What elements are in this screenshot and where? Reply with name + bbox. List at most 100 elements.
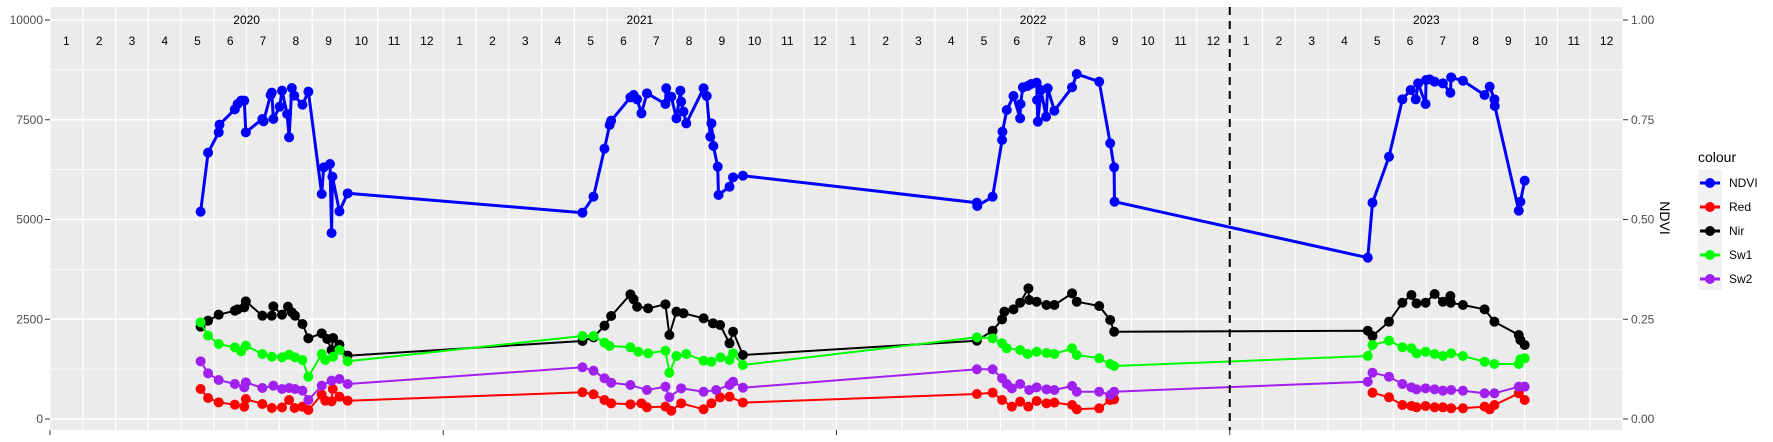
data-point-red	[987, 387, 998, 398]
right-tick-label: 0.00	[1631, 412, 1655, 426]
month-label: 6	[227, 34, 234, 48]
month-label: 5	[194, 34, 201, 48]
data-point-ndvi	[671, 113, 682, 124]
data-point-sw2	[728, 376, 739, 387]
data-point-nir	[277, 309, 288, 320]
data-point-red	[229, 399, 240, 410]
legend: colour NDVI Red Nir Sw1 Sw2	[1698, 149, 1758, 290]
month-label: 12	[420, 34, 434, 48]
left-tick-label: 10000	[10, 13, 44, 27]
data-point-sw1	[1367, 339, 1378, 350]
data-point-sw1	[213, 338, 224, 349]
data-point-nir	[999, 306, 1010, 317]
data-point-ndvi	[1489, 100, 1500, 111]
data-point-ndvi	[1001, 105, 1012, 116]
data-point-ndvi	[1367, 197, 1378, 208]
data-point-red	[1023, 401, 1034, 412]
month-label: 1	[1243, 34, 1250, 48]
data-point-ndvi	[972, 201, 983, 212]
data-point-nir	[1049, 300, 1060, 311]
data-point-ndvi	[641, 88, 652, 99]
data-point-sw2	[641, 384, 652, 395]
data-point-nir	[1406, 289, 1417, 300]
month-label: 8	[292, 34, 299, 48]
month-label: 11	[1174, 34, 1187, 48]
data-point-nir	[728, 326, 739, 337]
data-point-nir	[1429, 288, 1440, 299]
month-label: 11	[1568, 34, 1581, 48]
data-point-ndvi	[997, 135, 1008, 146]
data-point-ndvi	[342, 188, 353, 199]
right-tick-label: 0.75	[1631, 113, 1655, 127]
data-point-ndvi	[698, 83, 709, 94]
data-point-red	[239, 401, 250, 412]
data-point-ndvi	[737, 170, 748, 181]
data-point-red	[997, 395, 1008, 406]
data-point-red	[1429, 402, 1440, 413]
data-point-ndvi	[1445, 87, 1456, 98]
data-point-nir	[1109, 326, 1120, 337]
data-point-sw1	[297, 354, 308, 365]
data-point-sw1	[1457, 350, 1468, 361]
legend-key-point-nir	[1705, 226, 1715, 236]
data-point-red	[706, 398, 717, 409]
data-point-nir	[1489, 316, 1500, 327]
data-point-nir	[997, 314, 1008, 325]
data-point-sw2	[195, 356, 206, 367]
legend-key-point-ndvi	[1705, 178, 1715, 188]
data-point-ndvi	[1410, 94, 1421, 105]
right-y-axis: 0.00 0.25 0.50 0.75 1.00	[1623, 13, 1655, 426]
data-point-red	[334, 391, 345, 402]
data-point-sw2	[1489, 388, 1500, 399]
data-point-ndvi	[1049, 105, 1060, 116]
data-point-red	[266, 402, 277, 413]
data-point-red	[213, 397, 224, 408]
data-point-sw1	[681, 349, 692, 360]
data-point-red	[676, 398, 687, 409]
month-label: 2	[489, 34, 496, 48]
data-point-sw1	[1362, 350, 1373, 361]
data-point-nir	[1041, 300, 1052, 311]
data-point-sw1	[698, 355, 709, 366]
data-point-sw1	[203, 330, 214, 341]
year-label: 2022	[1020, 13, 1047, 27]
month-label: 12	[1207, 34, 1221, 48]
data-point-nir	[715, 319, 726, 330]
data-point-sw1	[664, 367, 675, 378]
data-point-sw2	[711, 384, 722, 395]
data-point-red	[1437, 402, 1448, 413]
month-label: 12	[1600, 34, 1614, 48]
month-label: 1	[63, 34, 70, 48]
month-label: 8	[1472, 34, 1479, 48]
data-point-sw1	[1429, 349, 1440, 360]
data-point-sw1	[1031, 346, 1042, 357]
data-point-ndvi	[268, 113, 279, 124]
data-point-nir	[289, 310, 300, 321]
data-point-sw2	[303, 395, 314, 406]
data-point-nir	[240, 296, 251, 307]
left-tick-label: 0	[36, 412, 43, 426]
data-point-red	[1071, 404, 1082, 415]
data-point-nir	[1437, 296, 1448, 307]
month-label: 9	[1112, 34, 1119, 48]
data-point-sw1	[195, 317, 206, 328]
data-point-sw2	[213, 375, 224, 386]
data-point-red	[195, 383, 206, 394]
month-label: 3	[1308, 34, 1315, 48]
data-point-sw2	[316, 380, 327, 391]
data-point-ndvi	[1032, 94, 1043, 105]
data-point-ndvi	[678, 106, 689, 117]
data-point-sw1	[303, 371, 314, 382]
data-point-sw2	[664, 392, 675, 403]
data-point-ndvi	[676, 96, 687, 107]
data-point-sw2	[342, 379, 353, 390]
right-tick-label: 1.00	[1631, 13, 1655, 27]
data-point-sw1	[320, 354, 331, 365]
data-point-ndvi	[326, 227, 337, 238]
data-point-sw2	[289, 383, 300, 394]
data-point-ndvi	[1032, 116, 1043, 127]
data-point-sw1	[1489, 359, 1500, 370]
data-point-nir	[1479, 304, 1490, 315]
data-point-sw2	[625, 380, 636, 391]
